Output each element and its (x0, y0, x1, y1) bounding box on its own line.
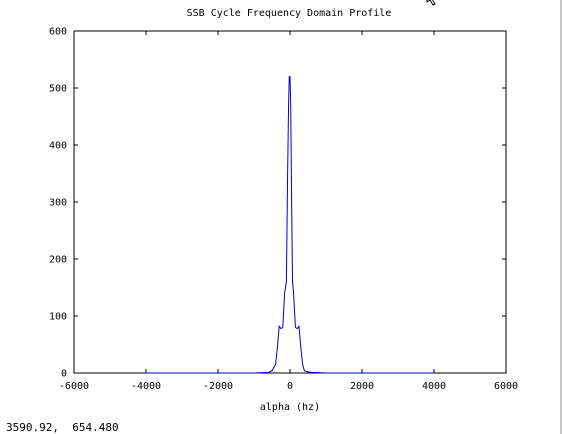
x-tick-label: -6000 (59, 381, 89, 392)
y-tick-label: 600 (49, 27, 67, 38)
x-tick: 4000 (422, 31, 446, 392)
x-tick-label: 4000 (422, 381, 446, 392)
x-tick-label: 2000 (350, 381, 374, 392)
y-tick: 100 (49, 312, 506, 323)
y-tick-label: 500 (49, 84, 67, 95)
x-tick-label: -4000 (131, 381, 161, 392)
y-tick: 300 (49, 198, 506, 209)
x-tick: -2000 (203, 31, 233, 392)
window-edge (560, 0, 562, 434)
x-axis: -6000 -4000 -2000 0 2000 4000 6000 (59, 31, 518, 392)
y-axis: 0 100 200 300 400 500 600 (49, 27, 506, 380)
y-tick: 200 (49, 255, 506, 266)
mouse-pointer-icon (426, 0, 436, 6)
y-tick-label: 200 (49, 255, 67, 266)
x-tick-label: -2000 (203, 381, 233, 392)
y-tick: 0 (61, 369, 506, 380)
x-tick: 2000 (350, 31, 374, 392)
y-tick-label: 0 (61, 369, 67, 380)
chart-title: SSB Cycle Frequency Domain Profile (187, 8, 392, 19)
x-tick-label: 6000 (494, 381, 518, 392)
coordinate-readout: 3590.92, 654.480 (6, 421, 119, 434)
x-tick: -6000 (59, 31, 89, 392)
y-tick: 600 (49, 27, 506, 38)
x-axis-label: alpha (hz) (260, 402, 320, 413)
y-tick: 400 (49, 141, 506, 152)
x-tick-label: 0 (287, 381, 293, 392)
y-tick-label: 100 (49, 312, 67, 323)
x-tick: -4000 (131, 31, 161, 392)
y-tick-label: 400 (49, 141, 67, 152)
x-tick: 0 (287, 31, 293, 392)
y-tick: 500 (49, 84, 506, 95)
series-line (146, 76, 434, 374)
x-tick: 6000 (494, 31, 518, 392)
y-tick-label: 300 (49, 198, 67, 209)
